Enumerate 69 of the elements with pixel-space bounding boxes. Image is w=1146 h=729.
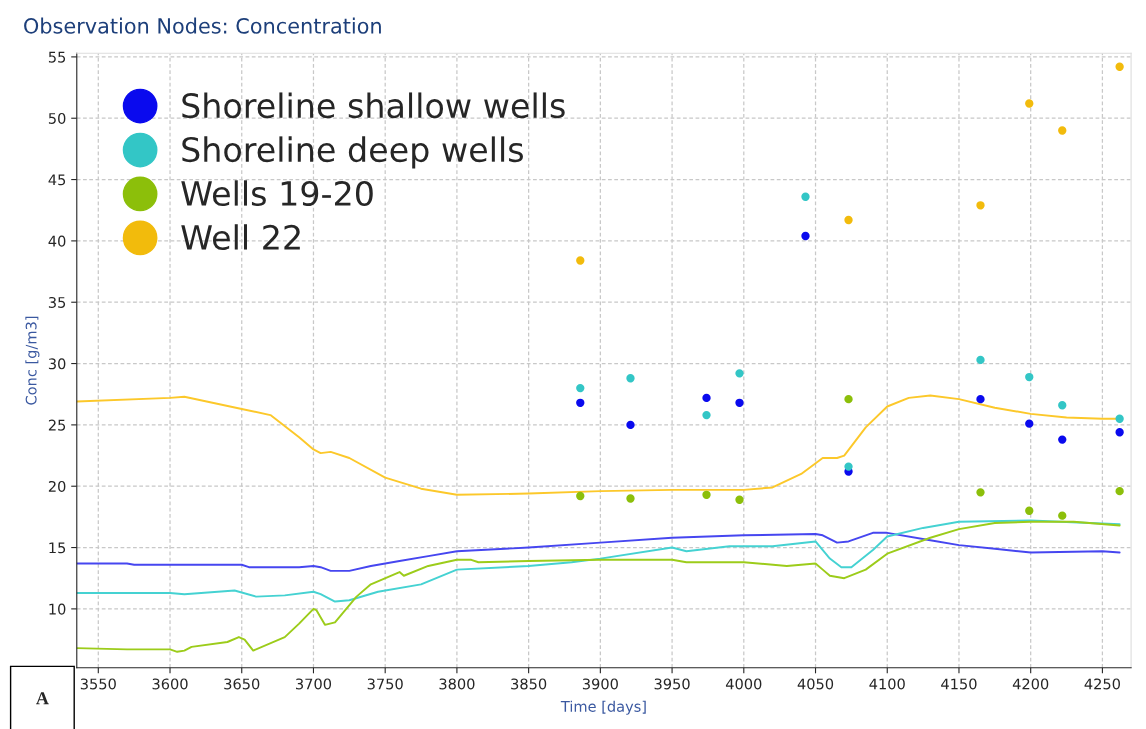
point <box>844 462 853 471</box>
y-tick-label: 15 <box>49 542 66 554</box>
point <box>1115 428 1124 437</box>
x-axis-title: Time [days] <box>560 700 646 715</box>
legend-label: Shoreline shallow wells <box>182 92 565 119</box>
x-tick-label: 4150 <box>941 678 977 690</box>
point <box>576 256 585 265</box>
y-tick-label: 55 <box>48 51 66 63</box>
point <box>1058 511 1067 520</box>
point <box>844 215 853 225</box>
line-series <box>76 519 1121 603</box>
x-tick-label: 3600 <box>152 678 188 690</box>
point <box>1115 62 1124 71</box>
y-tick-label: 45 <box>48 174 66 186</box>
x-tick-label: 4000 <box>725 678 762 690</box>
y-tick-label: 50 <box>48 112 66 124</box>
text: A <box>36 692 49 705</box>
x-tick-label: 4050 <box>797 678 834 690</box>
point <box>801 231 810 241</box>
point <box>976 394 985 404</box>
y-tick-label: 10 <box>49 603 66 615</box>
point <box>976 488 985 497</box>
point <box>626 420 635 430</box>
point <box>735 495 744 504</box>
y-axis-title: Conc [g/m3] <box>25 316 40 405</box>
point <box>576 491 585 501</box>
y-tick-label: 30 <box>48 358 66 370</box>
x-tick-label: 3800 <box>439 678 475 690</box>
point <box>735 369 744 378</box>
point <box>1058 401 1067 410</box>
point <box>1025 419 1034 428</box>
x-tick-label: 3750 <box>367 678 403 690</box>
legend-label: Shoreline deep wells <box>182 136 523 169</box>
point <box>1115 486 1124 496</box>
y-tick-label: 25 <box>48 419 66 431</box>
point <box>702 410 711 420</box>
point <box>1025 372 1034 382</box>
x-tick-label: 3950 <box>654 678 690 690</box>
x-tick-label: 4100 <box>869 678 905 690</box>
x-tick-label: 4200 <box>1012 678 1049 690</box>
point <box>735 398 744 407</box>
point <box>1025 506 1034 515</box>
point <box>626 374 635 383</box>
legend-label: Well 22 <box>181 224 300 251</box>
x-tick-label: 4250 <box>1084 678 1120 690</box>
point <box>844 394 853 404</box>
line-series <box>76 531 1121 572</box>
y-tick-label: 40 <box>48 235 66 247</box>
point <box>1115 414 1124 423</box>
point <box>976 355 985 365</box>
x-tick-label: 3850 <box>511 678 547 690</box>
legend-label: Wells 19-20 <box>181 180 373 207</box>
x-tick-label: 3700 <box>296 678 332 690</box>
point <box>976 201 985 210</box>
y-tick-label: 20 <box>48 480 66 492</box>
y-tick-label: 35 <box>48 296 66 308</box>
point <box>801 192 810 201</box>
point <box>576 398 585 407</box>
point <box>576 383 585 393</box>
point <box>1058 126 1067 135</box>
x-tick-label: 3900 <box>582 678 618 690</box>
x-tick-label: 3550 <box>80 678 116 690</box>
line-series <box>76 520 1121 653</box>
chart-title: Observation Nodes: Concentration <box>24 17 381 34</box>
point <box>1025 99 1034 108</box>
point <box>702 490 711 499</box>
x-tick-label: 3650 <box>224 678 260 690</box>
point <box>1058 435 1067 444</box>
point <box>702 393 711 403</box>
